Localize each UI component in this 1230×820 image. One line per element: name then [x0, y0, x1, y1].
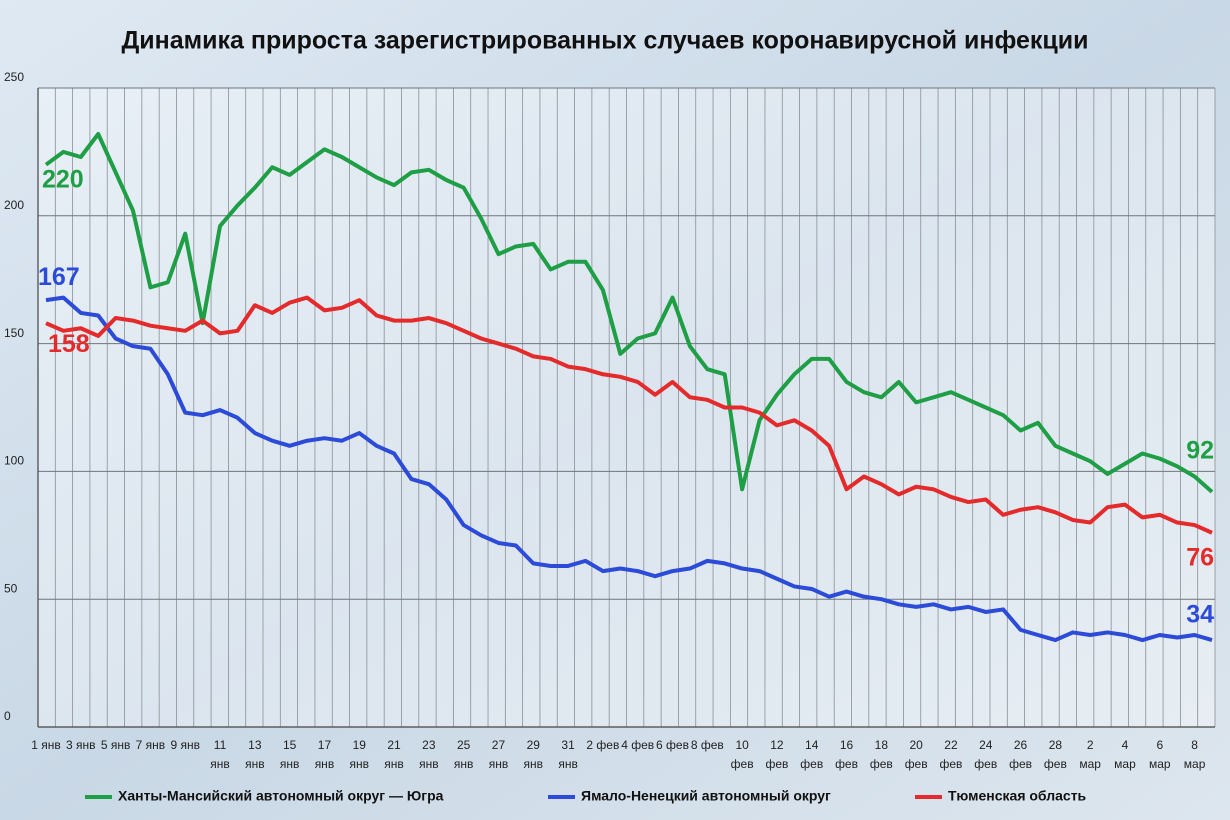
- data-label: 220: [42, 165, 84, 193]
- x-tick-label: 2 мар: [1079, 738, 1101, 771]
- x-tick-label: 16 фев: [835, 738, 858, 771]
- series-line: [45, 295, 1213, 535]
- x-tick-label: 5 янв: [101, 738, 131, 752]
- y-tick-label: 100: [4, 454, 24, 468]
- series-line: [45, 295, 1213, 643]
- x-tick-label: 4 мар: [1114, 738, 1136, 771]
- x-tick-label: 1 янв: [31, 738, 61, 752]
- x-tick-label: 26 фев: [1009, 738, 1032, 771]
- x-tick-label: 2 фев: [586, 738, 619, 752]
- x-tick-label: 6 фев: [656, 738, 689, 752]
- x-tick-label: 20 фев: [905, 738, 928, 771]
- legend-label: Ямало-Ненецкий автономный округ: [581, 788, 831, 804]
- x-tick-label: 17 янв: [315, 738, 335, 771]
- x-tick-label: 13 янв: [245, 738, 265, 771]
- chart-title: Динамика прироста зарегистрированных слу…: [121, 27, 1088, 55]
- y-tick-label: 0: [4, 709, 11, 723]
- y-tick-label: 50: [4, 581, 18, 595]
- data-label: 158: [48, 330, 90, 358]
- x-tick-label: 6 мар: [1149, 738, 1171, 771]
- y-tick-label: 250: [4, 70, 24, 84]
- x-tick-label: 24 фев: [974, 738, 997, 771]
- x-tick-label: 11 янв: [210, 738, 230, 771]
- x-tick-label: 22 фев: [939, 738, 962, 771]
- x-tick-label: 8 фев: [691, 738, 724, 752]
- x-tick-label: 25 янв: [454, 738, 474, 771]
- data-label: 76: [1186, 543, 1214, 571]
- x-tick-label: 3 янв: [66, 738, 96, 752]
- x-tick-label: 15 янв: [280, 738, 300, 771]
- x-tick-label: 27 янв: [489, 738, 509, 771]
- legend-label: Ханты-Мансийский автономный округ — Югра: [118, 788, 444, 804]
- series-line: [44, 132, 1214, 494]
- x-tick-label: 8 мар: [1184, 738, 1206, 771]
- x-tick-label: 7 янв: [136, 738, 166, 752]
- x-tick-label: 4 фев: [621, 738, 654, 752]
- x-tick-label: 14 фев: [800, 738, 823, 771]
- x-tick-label: 10 фев: [731, 738, 754, 771]
- x-tick-label: 23 янв: [419, 738, 439, 771]
- x-tick-label: 9 янв: [170, 738, 200, 752]
- y-tick-label: 150: [4, 326, 24, 340]
- x-tick-label: 29 янв: [524, 738, 544, 771]
- x-tick-label: 12 фев: [765, 738, 788, 771]
- data-label: 167: [38, 263, 80, 291]
- y-tick-label: 200: [4, 198, 24, 212]
- x-tick-label: 31 янв: [558, 738, 578, 771]
- data-label: 34: [1186, 601, 1214, 629]
- data-label: 92: [1186, 436, 1214, 464]
- x-tick-label: 19 янв: [350, 738, 370, 771]
- legend-label: Тюменская область: [948, 788, 1087, 804]
- x-tick-label: 28 фев: [1044, 738, 1067, 771]
- x-tick-label: 21 янв: [384, 738, 404, 771]
- x-tick-label: 18 фев: [870, 738, 893, 771]
